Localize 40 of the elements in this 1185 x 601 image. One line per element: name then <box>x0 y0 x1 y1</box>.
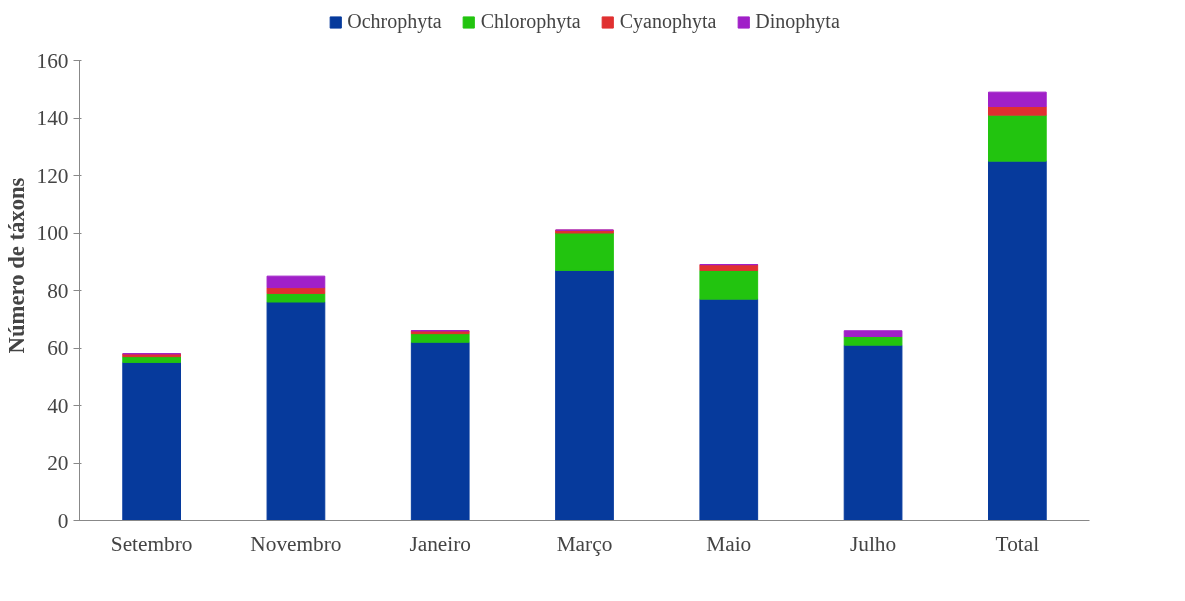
y-tick-label: 0 <box>57 508 69 533</box>
y-tick-label: 160 <box>36 48 69 73</box>
bar <box>266 301 326 521</box>
y-axis-title: Número de táxons <box>3 177 29 354</box>
y-tick-label: 100 <box>36 221 69 245</box>
legend-label: Chlorophyta <box>480 10 581 33</box>
x-tick-label: Setembro <box>110 531 193 556</box>
bar <box>410 333 470 343</box>
x-tick-label: Março <box>556 531 613 556</box>
x-tick-label: Novembro <box>250 531 342 556</box>
bar <box>843 336 903 346</box>
y-tick-label: 60 <box>47 336 69 360</box>
y-tick-label: 20 <box>47 451 69 475</box>
bar <box>410 341 470 521</box>
legend-label: Dinophyta <box>755 10 840 33</box>
bar <box>699 269 759 300</box>
bar <box>122 361 181 521</box>
bar <box>988 106 1047 116</box>
x-tick-label: Julho <box>849 531 897 556</box>
bar <box>122 356 181 363</box>
bar <box>266 275 326 289</box>
y-tick-label: 120 <box>36 163 69 188</box>
y-tick-label: 140 <box>36 106 69 130</box>
bar <box>555 232 614 271</box>
bar <box>843 344 903 521</box>
x-tick-label: Maio <box>706 531 752 556</box>
bar <box>988 91 1047 107</box>
bar <box>988 160 1047 521</box>
legend-label: Ochrophyta <box>347 10 442 33</box>
bar <box>699 264 759 271</box>
bar <box>988 114 1047 162</box>
bar <box>843 330 903 337</box>
y-tick-label: 80 <box>47 278 69 303</box>
bar <box>699 298 759 521</box>
bar <box>266 292 326 303</box>
y-tick-label: 40 <box>47 393 69 418</box>
x-tick-label: Janeiro <box>409 531 472 556</box>
x-tick-label: Total <box>995 531 1040 556</box>
legend-label: Cyanophyta <box>619 10 717 33</box>
bar <box>555 269 614 521</box>
